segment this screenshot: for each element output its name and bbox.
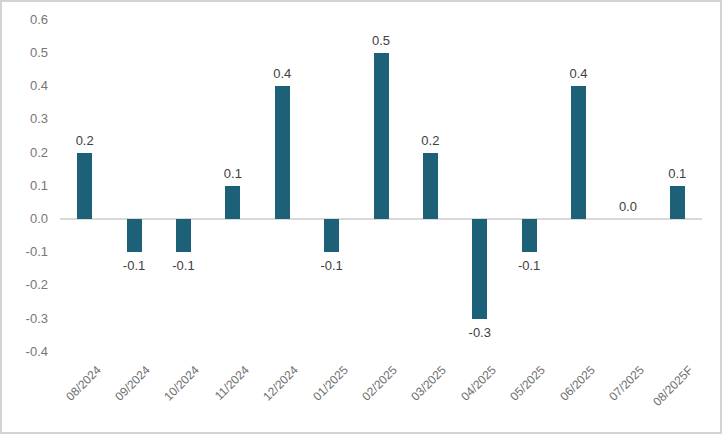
data-label: -0.1 — [507, 258, 551, 273]
bar — [127, 219, 142, 252]
bar — [423, 153, 438, 219]
data-label: 0.5 — [359, 33, 403, 48]
data-label: -0.3 — [458, 325, 502, 340]
chart-frame: 0.6 0.5 0.4 0.3 0.2 0.1 0.0 -0.1 -0.2 -0.3 -0.4 0.… — [0, 0, 722, 434]
data-label: 0.2 — [408, 133, 452, 148]
bar — [374, 53, 389, 219]
bar — [77, 153, 92, 219]
data-label: -0.1 — [112, 258, 156, 273]
data-label: 0.4 — [260, 66, 304, 81]
bar — [472, 219, 487, 319]
bar — [324, 219, 339, 252]
bar — [176, 219, 191, 252]
data-label: -0.1 — [310, 258, 354, 273]
y-axis-tick-label: 0.6 — [2, 12, 48, 28]
y-axis-tick-label: 0.5 — [2, 45, 48, 61]
bar — [571, 86, 586, 219]
data-label: -0.1 — [161, 258, 205, 273]
bar — [225, 186, 240, 219]
bar — [275, 86, 290, 219]
bar-chart: 0.6 0.5 0.4 0.3 0.2 0.1 0.0 -0.1 -0.2 -0.3 -0.4 0.… — [2, 2, 720, 432]
y-axis-tick-label: 0.4 — [2, 78, 48, 94]
data-label: 0.2 — [63, 133, 107, 148]
bar — [522, 219, 537, 252]
data-label: 0.1 — [655, 166, 699, 181]
y-axis-tick-label: -0.2 — [2, 277, 48, 293]
data-label: 0.4 — [557, 66, 601, 81]
y-axis-tick-label: 0.3 — [2, 111, 48, 127]
bar — [670, 186, 685, 219]
y-axis-tick-label: 0.0 — [2, 211, 48, 227]
y-axis-tick-label: -0.1 — [2, 244, 48, 260]
data-label: 0.0 — [606, 199, 650, 214]
data-label: 0.1 — [211, 166, 255, 181]
y-axis-tick-label: 0.2 — [2, 145, 48, 161]
y-axis-tick-label: -0.4 — [2, 344, 48, 360]
y-axis-tick-label: 0.1 — [2, 178, 48, 194]
y-axis-tick-label: -0.3 — [2, 311, 48, 327]
